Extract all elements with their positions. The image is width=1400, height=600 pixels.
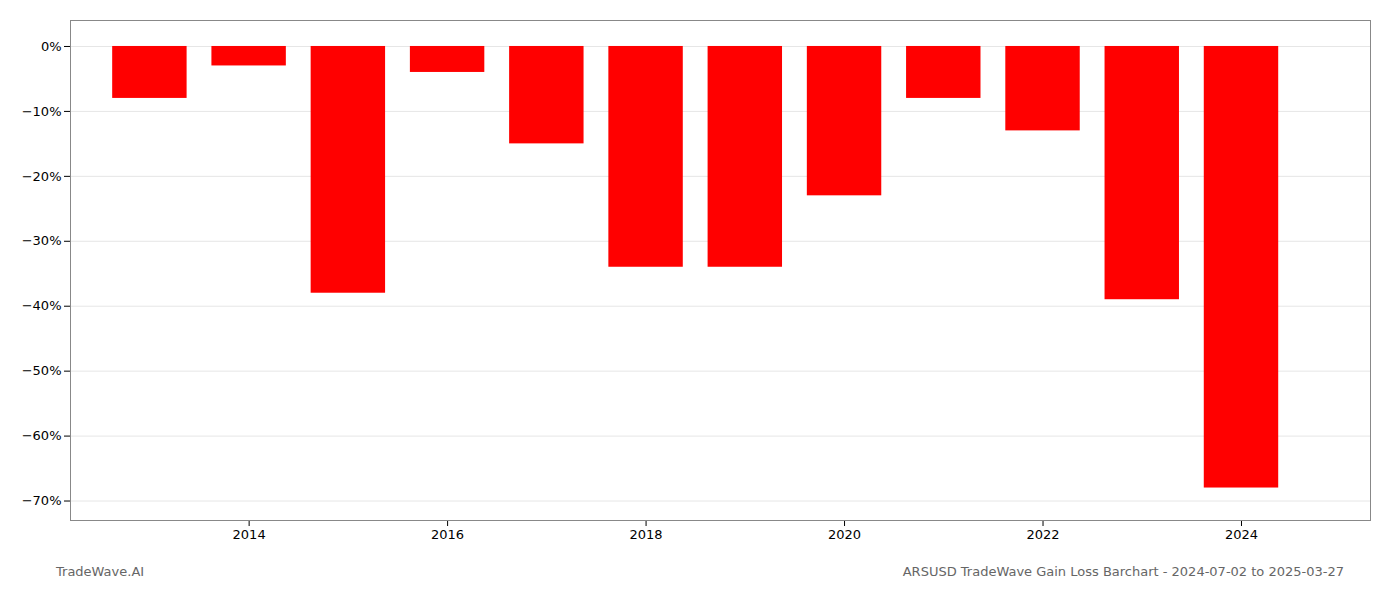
svg-text:−60%: −60% [22, 428, 62, 443]
svg-text:2014: 2014 [233, 527, 266, 542]
html-text:TradeWave.AI: TradeWave.AI [56, 564, 145, 579]
svg-text:2020: 2020 [828, 527, 861, 542]
html-text:ARSUSD TradeWave Gain Loss Bar: ARSUSD TradeWave Gain Loss Barchart - 20… [902, 564, 1344, 579]
svg-text:−50%: −50% [22, 363, 62, 378]
svg-text:0%: 0% [41, 39, 62, 54]
svg-text:−40%: −40% [22, 298, 62, 313]
svg-text:−30%: −30% [22, 233, 62, 248]
svg-text:2024: 2024 [1225, 527, 1258, 542]
svg-text:−10%: −10% [22, 104, 62, 119]
svg-text:2018: 2018 [630, 527, 663, 542]
svg-text:2022: 2022 [1026, 527, 1059, 542]
svg-text:−20%: −20% [22, 169, 62, 184]
svg-text:−70%: −70% [22, 493, 62, 508]
svg-text:2016: 2016 [431, 527, 464, 542]
